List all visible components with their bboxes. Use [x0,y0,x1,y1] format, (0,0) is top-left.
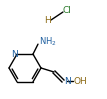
Text: N: N [64,78,71,87]
Text: H: H [45,16,51,24]
Text: Cl: Cl [63,6,72,14]
Text: NH$_2$: NH$_2$ [39,36,57,48]
Text: OH: OH [74,78,88,87]
Text: N: N [12,50,18,59]
